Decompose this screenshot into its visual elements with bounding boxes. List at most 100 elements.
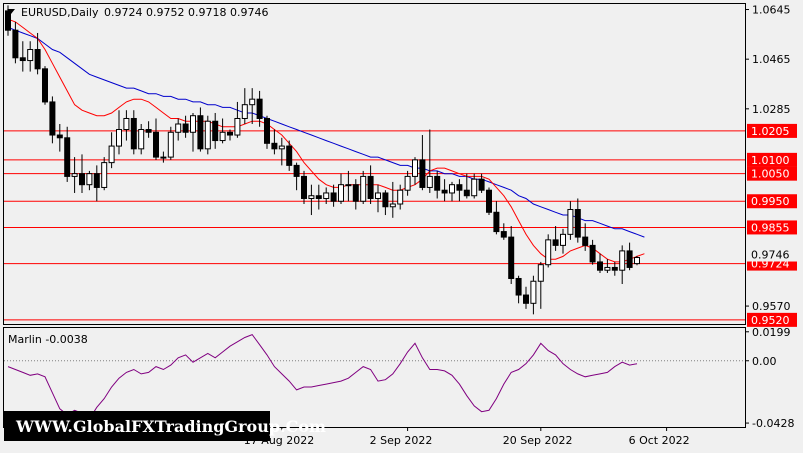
watermark-text: WWW.GlobalFXTradingGroup.Com xyxy=(15,417,326,436)
bullish-candle xyxy=(449,184,455,194)
bullish-candle xyxy=(404,175,411,191)
level-tag-label: 0.9520 xyxy=(751,314,790,327)
bullish-candle xyxy=(375,192,381,199)
level-tags: 1.02051.01001.00500.99500.98550.97240.95… xyxy=(747,123,797,327)
bearish-candle xyxy=(552,239,559,246)
marlin-line xyxy=(7,333,638,420)
bullish-candle xyxy=(241,104,248,119)
bullish-candle xyxy=(634,257,640,265)
bearish-candle xyxy=(500,231,507,238)
level-tag-label: 0.9950 xyxy=(751,195,790,208)
bearish-candle xyxy=(330,192,337,202)
bearish-candle xyxy=(42,68,48,103)
bullish-candle xyxy=(160,156,167,159)
candles xyxy=(5,5,640,315)
bullish-candle xyxy=(249,98,256,106)
bearish-candle xyxy=(478,178,485,191)
bearish-candle xyxy=(93,173,100,188)
time-tick-label: 20 Sep 2022 xyxy=(503,434,573,447)
bullish-candle xyxy=(537,264,544,282)
bearish-candle xyxy=(315,195,322,199)
level-tag xyxy=(747,312,797,327)
bullish-candle xyxy=(360,175,367,202)
bullish-candle xyxy=(389,203,396,208)
level-tag xyxy=(747,123,797,138)
bearish-candle xyxy=(486,189,492,213)
bearish-candle xyxy=(515,277,522,296)
bearish-candle xyxy=(493,211,500,233)
level-tag-label: 1.0100 xyxy=(751,154,790,167)
watermark-box xyxy=(4,411,270,441)
price-axis: 1.0645 1.0465 1.0285 0.9570 xyxy=(745,4,791,313)
bearish-candle xyxy=(182,123,189,133)
bullish-candle xyxy=(101,162,108,188)
bullish-candle xyxy=(27,49,34,62)
bearish-candle xyxy=(271,142,278,150)
price-tick-label: 1.0285 xyxy=(752,103,791,116)
bearish-candle xyxy=(5,10,11,31)
bearish-candle xyxy=(352,184,359,202)
bullish-candle xyxy=(471,178,478,197)
indicator-tick-label: 0.0199 xyxy=(752,326,791,339)
bearish-candle xyxy=(508,236,515,279)
indicator-panel-frame xyxy=(3,327,746,428)
indicator-header: Marlin -0.0038 xyxy=(8,333,88,346)
bullish-candle xyxy=(175,123,182,133)
level-tag-label: 0.9855 xyxy=(751,221,790,234)
bearish-candle xyxy=(227,131,233,136)
bearish-candle xyxy=(49,101,56,136)
bearish-candle xyxy=(597,261,603,271)
bullish-candle xyxy=(71,173,78,177)
current-price-label: 0.9746 xyxy=(751,249,790,262)
bullish-candle xyxy=(338,184,344,202)
bearish-candle xyxy=(56,134,63,139)
bullish-candle xyxy=(560,233,566,246)
bearish-candle xyxy=(12,29,19,59)
bullish-candle xyxy=(123,117,130,131)
time-axis: 17 Aug 2022 2 Sep 2022 20 Sep 2022 6 Oct 20… xyxy=(244,427,690,447)
bearish-candle xyxy=(145,129,152,133)
bearish-candle xyxy=(197,115,204,150)
bearish-candle xyxy=(212,120,219,142)
bearish-candle xyxy=(264,117,270,144)
bearish-candle xyxy=(286,145,293,166)
marlin-indicator: 0.0199 0.00 -0.0428 xyxy=(4,326,794,430)
bullish-candle xyxy=(204,120,211,150)
level-tag-label: 1.0050 xyxy=(751,168,790,181)
bearish-candle xyxy=(34,49,41,70)
bullish-candle xyxy=(108,145,115,164)
bearish-candle xyxy=(611,266,618,271)
time-tick-label: 6 Oct 2022 xyxy=(629,434,690,447)
indicator-tick-label: 0.00 xyxy=(752,355,777,368)
main-panel-frame xyxy=(3,3,746,325)
bullish-candle xyxy=(234,117,241,136)
bullish-candle xyxy=(86,173,93,186)
bullish-candle xyxy=(138,129,145,150)
bullish-candle xyxy=(116,129,122,147)
bearish-candle xyxy=(367,175,374,199)
bearish-candle xyxy=(64,137,71,177)
ohlc-header: 0.9724 0.9752 0.9718 0.9746 xyxy=(104,6,268,19)
bullish-candle xyxy=(190,115,196,133)
bullish-candle xyxy=(219,131,226,142)
bearish-candle xyxy=(256,98,263,119)
bearish-candle xyxy=(523,294,529,304)
bearish-candle xyxy=(456,184,463,191)
current-price-tag xyxy=(747,247,797,262)
bullish-candle xyxy=(167,131,174,158)
collapse-triangle-icon[interactable] xyxy=(7,9,15,14)
level-tag xyxy=(747,194,797,209)
moving-averages xyxy=(7,18,645,263)
bearish-candle xyxy=(382,192,389,208)
price-tick-label: 1.0645 xyxy=(752,4,791,17)
bearish-candle xyxy=(301,175,307,199)
price-tick-label: 1.0465 xyxy=(752,53,791,66)
bullish-candle xyxy=(545,239,552,266)
indicator-tick-label: -0.0428 xyxy=(752,417,794,430)
level-tag xyxy=(747,152,797,167)
price-tick-label: 0.9570 xyxy=(752,300,791,313)
bullish-candle xyxy=(530,280,537,304)
bearish-candle xyxy=(79,173,85,186)
bullish-candle xyxy=(308,195,315,199)
bullish-candle xyxy=(412,159,418,177)
